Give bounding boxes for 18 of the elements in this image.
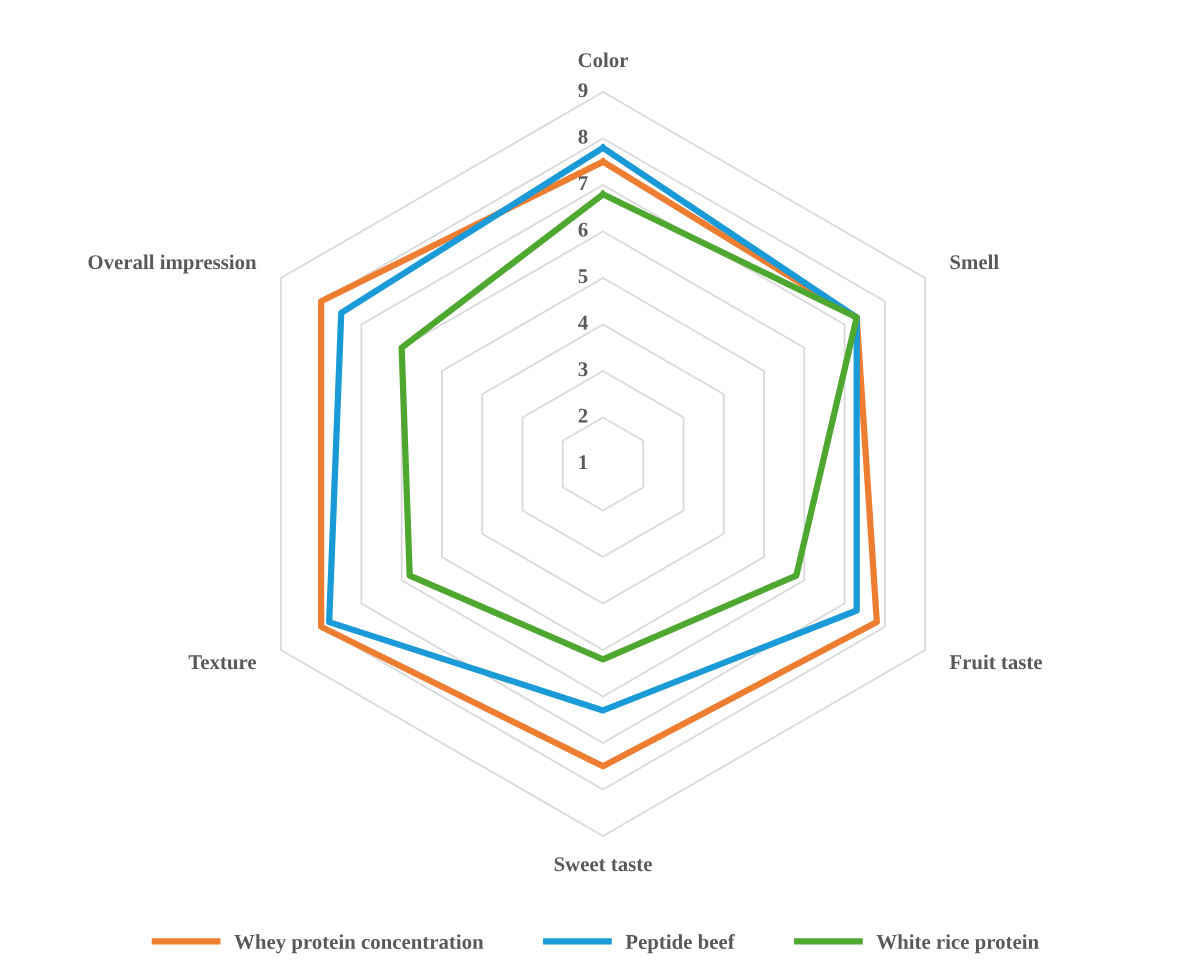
- spoke-label: Sweet taste: [554, 857, 652, 872]
- legend-label: Peptide beef: [625, 934, 735, 954]
- y-tick-label: 6: [578, 222, 588, 237]
- y-tick-label: 9: [578, 83, 588, 98]
- spoke-label: Texture: [188, 655, 257, 670]
- y-tick-label: 2: [578, 408, 588, 423]
- spoke-label: Fruit taste: [949, 654, 1043, 670]
- y-tick-label: 1: [579, 455, 588, 470]
- y-tick-label: 5: [578, 269, 588, 284]
- legend-label: White rice protein: [876, 934, 1039, 954]
- spoke-label: Color: [578, 52, 629, 68]
- spoke-label: Overall impression: [88, 254, 257, 274]
- y-tick-label: 8: [578, 129, 588, 144]
- y-tick-label: 4: [578, 315, 588, 330]
- spoke-label: Smell: [950, 254, 999, 270]
- y-tick-label: 3: [578, 362, 588, 377]
- legend-label: Whey protein concentration: [234, 934, 484, 954]
- y-tick-label: 7: [578, 176, 588, 191]
